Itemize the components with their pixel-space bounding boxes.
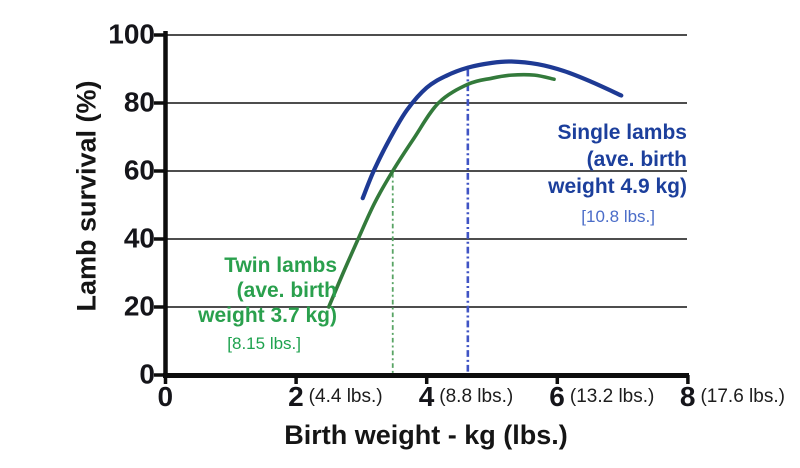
annotation-bracket: [10.8 lbs.] bbox=[581, 207, 655, 226]
x-tick-number: 6 bbox=[549, 381, 565, 412]
annotation-line: (ave. birth bbox=[236, 279, 337, 302]
x-tick-label: 8 (17.6 lbs.) bbox=[680, 381, 785, 413]
y-tick-label: 20 bbox=[123, 290, 155, 322]
y-tick-label: 60 bbox=[123, 154, 155, 186]
y-axis-title: Lamb survival (%) bbox=[71, 80, 102, 312]
x-tick-number: 0 bbox=[157, 381, 174, 412]
x-tick-lbs: (13.2 lbs.) bbox=[569, 386, 655, 407]
x-tick-lbs: (4.4 lbs.) bbox=[308, 386, 383, 407]
x-axis-title: Birth weight - kg (lbs.) bbox=[284, 420, 568, 450]
annotation-line: weight 4.9 kg) bbox=[548, 175, 687, 198]
annotation-single-lambs: Single lambs (ave. birth weight 4.9 kg) … bbox=[548, 119, 687, 227]
y-tick-label: 0 bbox=[139, 358, 155, 390]
curve-single-lambs bbox=[360, 59, 624, 201]
y-tick-label: 40 bbox=[123, 222, 155, 254]
x-tick-number: 2 bbox=[288, 381, 304, 412]
curve-twin-lambs bbox=[326, 72, 556, 309]
annotation-line: weight 3.7 kg) bbox=[198, 304, 337, 327]
y-tick-label: 100 bbox=[108, 18, 155, 50]
x-tick-number: 4 bbox=[418, 381, 435, 412]
x-tick-label: 0 bbox=[158, 381, 174, 413]
x-tick-label: 6 (13.2 lbs.) bbox=[549, 381, 654, 413]
annotation-line: Twin lambs bbox=[224, 254, 337, 277]
annotation-line: Single lambs bbox=[557, 121, 687, 144]
x-tick-label: 2 (4.4 lbs.) bbox=[288, 381, 383, 413]
x-tick-lbs: (17.6 lbs.) bbox=[700, 386, 785, 407]
x-tick-lbs: (8.8 lbs.) bbox=[439, 386, 514, 407]
annotation-twin-lambs: Twin lambs (ave. birth weight 3.7 kg) [8… bbox=[198, 253, 337, 354]
annotation-bracket: [8.15 lbs.] bbox=[227, 334, 301, 353]
x-tick-label: 4 (8.8 lbs.) bbox=[419, 381, 514, 413]
x-tick-number: 8 bbox=[679, 381, 696, 412]
y-tick-label: 80 bbox=[123, 86, 155, 118]
annotation-line: (ave. birth bbox=[586, 148, 687, 171]
